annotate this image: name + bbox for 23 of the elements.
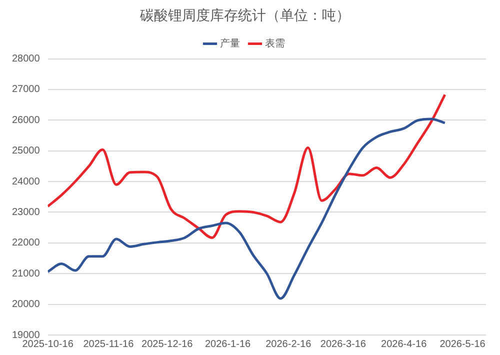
x-tick-label: 2025-10-16 — [22, 338, 74, 350]
x-tick-label: 2026-5-16 — [440, 338, 486, 350]
x-tick-label: 2026-4-16 — [381, 338, 428, 350]
x-tick-label: 2026-2-16 — [266, 338, 312, 350]
y-tick-label: 22000 — [12, 238, 40, 249]
x-tick-label: 2026-1-16 — [204, 338, 252, 350]
y-tick-label: 20000 — [12, 299, 40, 310]
x-tick-label: 2025-11-16 — [83, 338, 134, 350]
line-series — [48, 93, 446, 239]
line-series — [48, 118, 446, 300]
y-tick-label: 19000 — [12, 330, 40, 341]
y-tick-label: 26000 — [12, 114, 40, 126]
legend-label: 产量 — [220, 37, 240, 50]
legend-label: 表需 — [265, 37, 285, 50]
y-tick-label: 28000 — [12, 54, 40, 65]
x-tick-label: 2026-3-16 — [320, 338, 366, 350]
y-tick-label: 25000 — [12, 146, 40, 157]
y-tick-label: 27000 — [12, 84, 40, 96]
chart-title: 碳酸锂周度库存统计（单位：吨） — [139, 8, 350, 24]
y-tick-label: 23000 — [12, 206, 40, 218]
y-tick-label: 21000 — [12, 268, 40, 280]
x-tick-label: 2025-12-16 — [142, 338, 194, 350]
y-tick-label: 24000 — [12, 176, 40, 188]
